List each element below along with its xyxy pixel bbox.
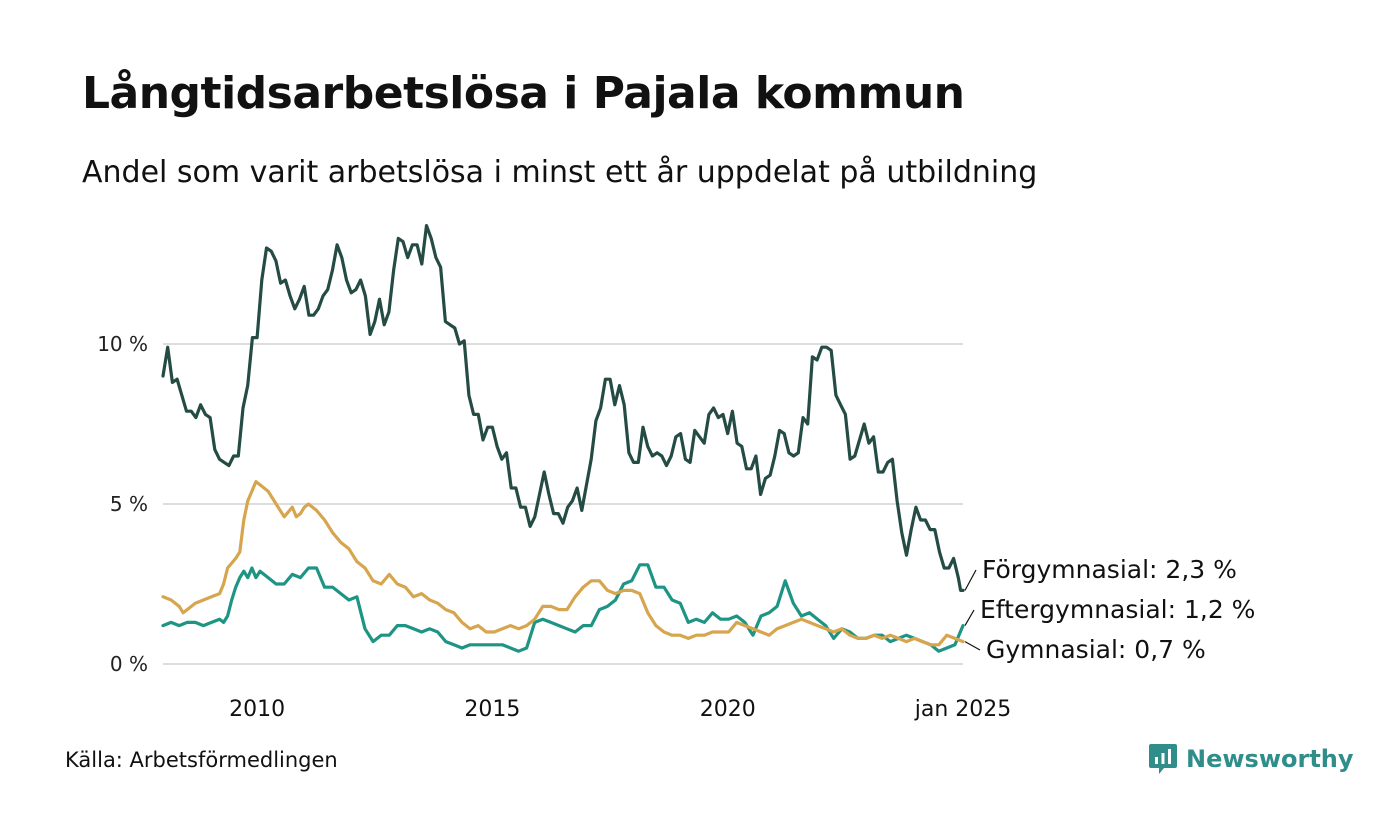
end-label-förgymnasial: Förgymnasial: 2,3 % bbox=[982, 555, 1237, 584]
y-tick-label: 10 % bbox=[97, 332, 148, 356]
gridlines bbox=[163, 343, 963, 665]
newsworthy-logo-icon bbox=[1149, 744, 1177, 774]
x-tick-label: 2020 bbox=[700, 697, 756, 722]
x-tick-label: 2010 bbox=[229, 697, 285, 722]
x-tick-label: jan 2025 bbox=[914, 697, 1012, 722]
brand-name: Newsworthy bbox=[1186, 745, 1354, 773]
leader-line bbox=[964, 641, 981, 651]
end-label-gymnasial: Gymnasial: 0,7 % bbox=[986, 635, 1206, 664]
series-line-förgymnasial bbox=[161, 224, 965, 592]
x-tick-label: 2015 bbox=[464, 697, 520, 722]
end-label-eftergymnasial: Eftergymnasial: 1,2 % bbox=[980, 595, 1255, 624]
y-axis-ticks: 0 % 5 % 10 % bbox=[97, 332, 148, 676]
series-lines bbox=[161, 224, 965, 653]
leader-line bbox=[964, 609, 975, 626]
chart-subtitle: Andel som varit arbetslösa i minst ett å… bbox=[82, 155, 1038, 190]
y-tick-label: 0 % bbox=[110, 652, 148, 676]
y-tick-label: 5 % bbox=[110, 492, 148, 516]
series-end-labels: Förgymnasial: 2,3 % Eftergymnasial: 1,2 %… bbox=[964, 555, 1255, 664]
x-axis-ticks: 2010 2015 2020 jan 2025 bbox=[229, 697, 1011, 722]
series-line-gymnasial bbox=[161, 480, 965, 647]
brand-logo: Newsworthy bbox=[1148, 742, 1354, 776]
series-line-eftergymnasial bbox=[161, 563, 965, 653]
source-note: Källa: Arbetsförmedlingen bbox=[65, 748, 338, 772]
chart-title: Långtidsarbetslösa i Pajala kommun bbox=[82, 68, 965, 119]
leader-line bbox=[964, 569, 977, 591]
